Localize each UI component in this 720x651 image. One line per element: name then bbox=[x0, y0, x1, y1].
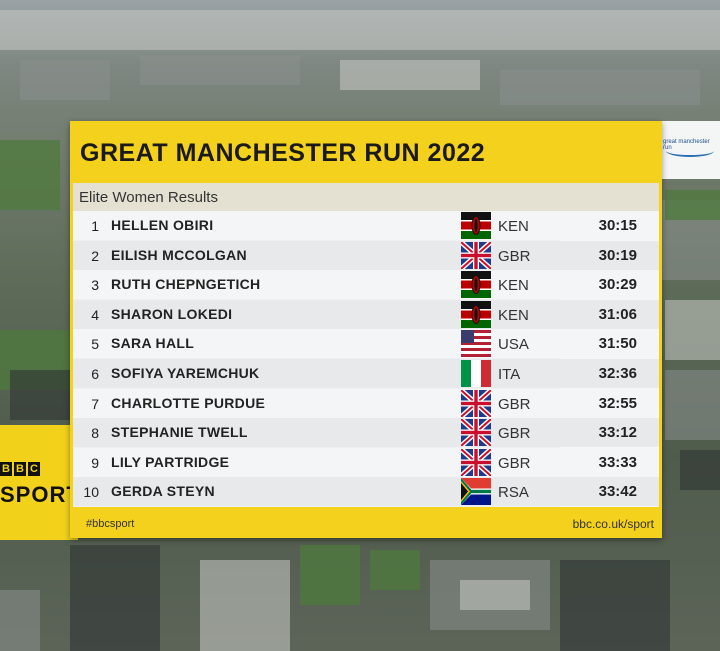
finish-time: 33:12 bbox=[598, 424, 637, 442]
finish-time: 30:19 bbox=[598, 246, 637, 264]
table-row: 10 GERDA STEYN RSA 33:42 bbox=[73, 477, 659, 507]
south-africa-flag-icon bbox=[461, 478, 491, 506]
finish-time: 31:50 bbox=[598, 335, 637, 353]
uk-flag-icon bbox=[461, 419, 491, 447]
kenya-flag-icon bbox=[461, 212, 491, 239]
position-number: 4 bbox=[91, 306, 99, 323]
athlete-name: SARA HALL bbox=[111, 335, 195, 352]
board-title: GREAT MANCHESTER RUN 2022 bbox=[80, 139, 486, 167]
table-row: 8 STEPHANIE TWELL GBR 33:12 bbox=[73, 418, 659, 448]
bbc-side-panel bbox=[0, 425, 78, 540]
results-board: GREAT MANCHESTER RUN 2022 Elite Women Re… bbox=[70, 121, 662, 538]
kenya-flag-icon bbox=[461, 300, 491, 328]
table-row: 7 CHARLOTTE PURDUE GBR 32:55 bbox=[73, 388, 659, 418]
hashtag-text: #bbcsport bbox=[86, 518, 135, 530]
sport-wordmark: SPORT bbox=[0, 482, 81, 507]
url-text: bbc.co.uk/sport bbox=[572, 517, 654, 531]
position-number: 5 bbox=[91, 336, 99, 353]
table-row: 9 LILY PARTRIDGE GBR 33:33 bbox=[73, 447, 659, 477]
italy-flag-icon bbox=[461, 360, 491, 387]
finish-time: 33:33 bbox=[598, 453, 637, 471]
country-code: KEN bbox=[498, 277, 529, 295]
athlete-name: GERDA STEYN bbox=[111, 483, 215, 500]
table-row: 1 HELLEN OBIRI KEN 30:15 bbox=[73, 211, 659, 240]
country-code: KEN bbox=[498, 218, 529, 235]
uk-flag-icon bbox=[461, 241, 491, 269]
table-row: 5 SARA HALL USA 31:50 bbox=[73, 329, 659, 359]
athlete-name: RUTH CHEPNGETICH bbox=[111, 276, 261, 293]
bbc-logo-letter: B bbox=[0, 462, 12, 476]
finish-time: 32:36 bbox=[598, 365, 637, 382]
position-number: 10 bbox=[83, 484, 99, 501]
bbc-logo-letter: C bbox=[28, 462, 40, 476]
table-row: 6 SOFIYA YAREMCHUK ITA 32:36 bbox=[73, 359, 659, 388]
position-number: 1 bbox=[91, 218, 99, 234]
board-subtitle: Elite Women Results bbox=[79, 189, 218, 206]
finish-time: 30:29 bbox=[598, 276, 637, 294]
table-row: 2 EILISH MCCOLGAN GBR 30:19 bbox=[73, 240, 659, 270]
finish-time: 32:55 bbox=[598, 394, 637, 412]
kenya-flag-icon bbox=[461, 271, 491, 299]
results-table: 1 HELLEN OBIRI KEN 30:15 2 EILISH MCCOLGAN GBR… bbox=[73, 211, 659, 507]
position-number: 6 bbox=[91, 366, 99, 382]
position-number: 7 bbox=[91, 395, 99, 412]
country-code: GBR bbox=[498, 247, 531, 265]
bbc-logo: B B C bbox=[0, 462, 40, 476]
table-row: 3 RUTH CHEPNGETICH KEN 30:29 bbox=[73, 270, 659, 300]
uk-flag-icon bbox=[461, 448, 491, 476]
position-number: 3 bbox=[91, 277, 99, 294]
uk-flag-icon bbox=[461, 389, 491, 417]
position-number: 2 bbox=[91, 247, 99, 264]
athlete-name: LILY PARTRIDGE bbox=[111, 453, 230, 470]
table-row: 4 SHARON LOKEDI KEN 31:06 bbox=[73, 299, 659, 329]
country-code: GBR bbox=[498, 454, 531, 472]
finish-time: 31:06 bbox=[598, 305, 637, 323]
position-number: 8 bbox=[91, 425, 99, 442]
bbc-logo-letter: B bbox=[14, 462, 26, 476]
usa-flag-icon bbox=[461, 330, 491, 358]
athlete-name: SHARON LOKEDI bbox=[111, 305, 233, 322]
finish-time: 33:42 bbox=[598, 483, 637, 501]
country-code: RSA bbox=[498, 484, 529, 502]
athlete-name: EILISH MCCOLGAN bbox=[111, 246, 247, 263]
country-code: KEN bbox=[498, 306, 529, 324]
great-manchester-run-logo: great manchester run bbox=[660, 121, 720, 179]
country-code: ITA bbox=[498, 366, 521, 383]
finish-time: 30:15 bbox=[598, 217, 637, 234]
position-number: 9 bbox=[91, 454, 99, 471]
country-code: GBR bbox=[498, 395, 531, 413]
athlete-name: SOFIYA YAREMCHUK bbox=[111, 365, 260, 381]
athlete-name: CHARLOTTE PURDUE bbox=[111, 394, 266, 411]
subtitle-bar: Elite Women Results bbox=[73, 183, 659, 211]
swish-icon bbox=[666, 145, 714, 157]
country-code: GBR bbox=[498, 425, 531, 443]
athlete-name: STEPHANIE TWELL bbox=[111, 424, 248, 441]
athlete-name: HELLEN OBIRI bbox=[111, 217, 214, 233]
country-code: USA bbox=[498, 336, 529, 354]
